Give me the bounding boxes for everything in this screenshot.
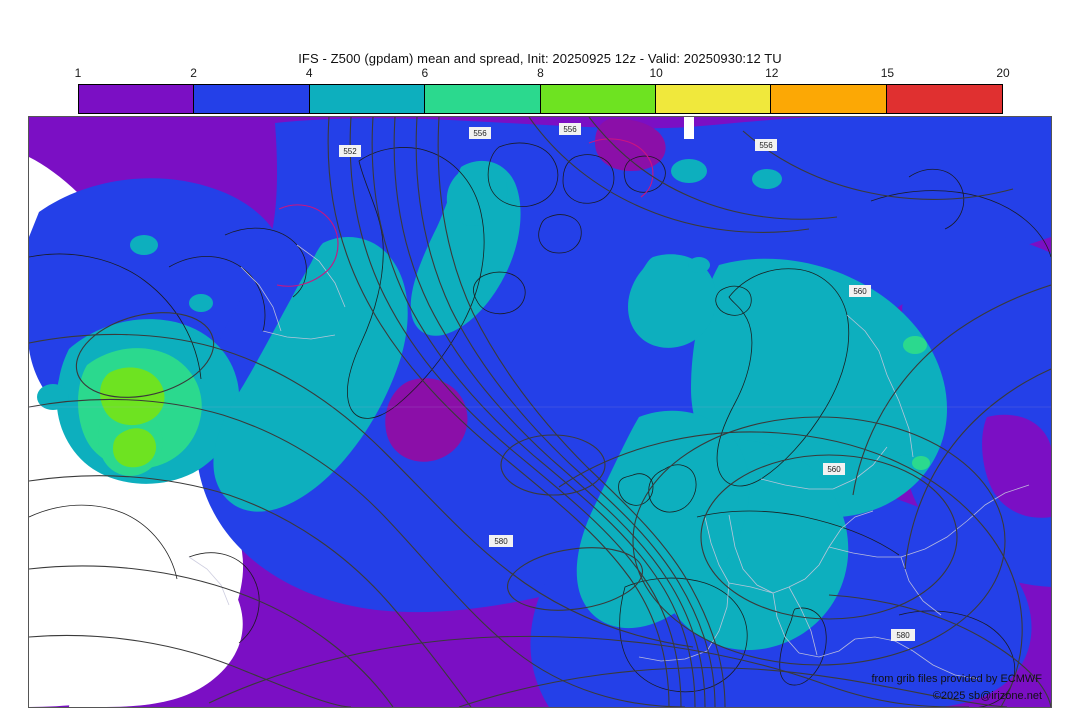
spread-band-8-10-core: [100, 367, 165, 426]
colorbar-segment-1-2: [79, 85, 195, 113]
spread-filled-contours: [29, 117, 1051, 707]
spread-band-4-6-denmarkstrait: [213, 237, 408, 512]
no-data-gap-top: [684, 117, 694, 139]
svg-text:560: 560: [853, 287, 867, 296]
colorbar-segment-2-4: [194, 85, 310, 113]
colorbar-segment-12-15: [771, 85, 887, 113]
colorbar-segment-15-20: [886, 85, 1002, 113]
spread-island-7: [912, 456, 930, 470]
no-data-region-bottom: [69, 544, 243, 707]
colorbar-segment-8-10: [540, 85, 656, 113]
contour-label-560-a: 560: [823, 463, 845, 475]
colorbar-tick-20: 20: [996, 66, 1010, 80]
colorbar-legend: [78, 84, 1003, 114]
svg-text:552: 552: [343, 147, 357, 156]
spread-band-4-6-arcticsmall: [446, 163, 508, 226]
colorbar-tick-2: 2: [190, 66, 197, 80]
spread-patch-magenta-1: [385, 378, 468, 462]
colorbar-tick-12: 12: [765, 66, 779, 80]
contour-label-552-a: 552: [339, 145, 361, 157]
geopotential-contours: [29, 117, 1051, 707]
contour-label-556-a: 556: [469, 127, 491, 139]
colorbar-tick-10: 10: [649, 66, 663, 80]
spread-island-3: [189, 294, 213, 312]
colorbar-segment-4-6: [309, 85, 426, 113]
spread-band-2-4-main: [195, 117, 1051, 613]
contour-label-580-a: 580: [489, 535, 513, 547]
svg-text:580: 580: [896, 631, 910, 640]
spread-patch-magenta-3: [982, 414, 1051, 518]
colorbar-tick-4: 4: [305, 66, 313, 80]
spread-island-4: [671, 159, 707, 183]
spread-island-5: [752, 169, 782, 189]
credit-source: from grib files provided by ECMWF: [871, 673, 1042, 685]
svg-text:556: 556: [473, 129, 487, 138]
map-plot-area[interactable]: 552 556 556 556: [28, 116, 1052, 708]
colorbar-tick-6: 6: [421, 66, 429, 80]
highlight-borders: [276, 138, 654, 287]
colorbar-strip: [78, 84, 1003, 114]
svg-text:556: 556: [563, 125, 577, 134]
spread-island-2: [37, 384, 69, 410]
spread-band-4-6-nsea: [576, 410, 750, 629]
colorbar-tick-15: 15: [880, 66, 895, 80]
spread-island-9: [688, 257, 710, 273]
coastlines: [29, 142, 1051, 707]
contour-labels: 552 556 556 556: [339, 123, 915, 641]
spread-island-1: [130, 235, 158, 255]
spread-band-8-10-core2: [113, 428, 157, 468]
colorbar-tick-1: 1: [74, 66, 82, 80]
colorbar-tick-8: 8: [537, 66, 544, 80]
contour-label-580-b: 580: [891, 629, 915, 641]
colorbar-segment-6-8: [425, 85, 541, 113]
colorbar-segment-10-12: [655, 85, 772, 113]
chart-title: IFS - Z500 (gpdam) mean and spread, Init…: [298, 51, 782, 66]
svg-text:556: 556: [759, 141, 773, 150]
country-borders: [188, 244, 1030, 680]
contour-label-556-b: 556: [559, 123, 581, 135]
svg-text:560: 560: [827, 465, 841, 474]
contour-label-556-c: 556: [755, 139, 777, 151]
contour-label-556-d: 560: [849, 285, 871, 297]
spread-band-4-6-northpole: [628, 254, 717, 348]
spread-island-8: [903, 336, 927, 354]
credit-copyright: ©2025 sb@irizone.net: [932, 690, 1042, 702]
colorbar-tick-labels: 1 2 4 6 8 10 12 15 20: [74, 66, 1010, 82]
svg-text:580: 580: [494, 537, 508, 546]
spread-heatmap: 552 556 556 556: [29, 117, 1051, 707]
